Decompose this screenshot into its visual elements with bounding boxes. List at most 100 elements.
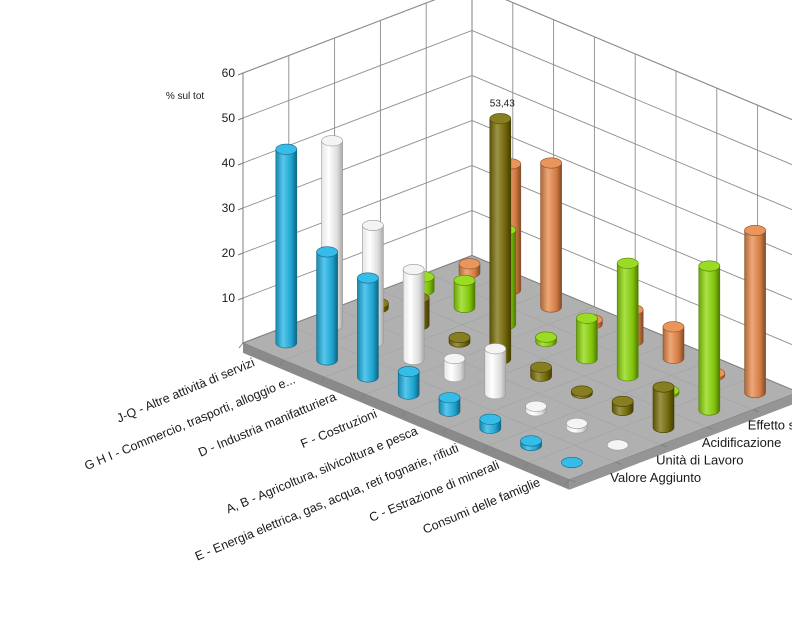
bar-top: [698, 260, 721, 272]
x-tick: [401, 411, 407, 417]
bar-cylinder: [489, 113, 512, 365]
bar-top: [576, 312, 598, 324]
x-tick: [483, 445, 489, 451]
bar-top: [540, 157, 562, 169]
bar-body: [662, 326, 685, 364]
bar-cylinder: [438, 392, 461, 417]
x-tick: [524, 462, 529, 469]
bar-cylinder: [652, 381, 675, 433]
y-tick-30: [237, 207, 244, 211]
bar-top: [397, 366, 420, 378]
data-label: 53,43: [490, 99, 515, 110]
bar-body: [443, 358, 466, 383]
bar-cylinder: [525, 400, 547, 417]
bar-top: [443, 353, 466, 365]
bar-top: [458, 258, 481, 270]
y-tick-60: [237, 72, 244, 76]
x-tick: [238, 342, 244, 349]
bar-top: [535, 331, 557, 343]
bar-body: [275, 149, 298, 349]
bar-cylinder: [479, 413, 502, 434]
bar-cylinder: [443, 353, 466, 383]
bar-top: [525, 400, 547, 412]
bar-top: [448, 331, 471, 343]
bar-body: [316, 251, 338, 366]
bar-cylinder: [561, 456, 583, 468]
bar-top: [530, 361, 552, 373]
x-tick: [361, 393, 366, 400]
bar-top: [453, 274, 476, 286]
bar-cylinder: [458, 258, 481, 279]
y-tick-10: [237, 297, 244, 301]
y-tick-20: [237, 252, 244, 256]
bar-cylinder: [453, 274, 476, 313]
bar-cylinder: [571, 385, 593, 399]
bar-cylinder: [275, 143, 298, 349]
x-tick: [565, 479, 570, 486]
series-label: Valore Aggiunto: [610, 470, 701, 485]
z-tick: [615, 461, 622, 465]
bar-body: [652, 386, 675, 433]
bar-cylinder: [662, 321, 685, 364]
bar-top: [744, 225, 766, 237]
bar-body: [484, 348, 507, 400]
bar-cylinder: [540, 157, 562, 313]
x-tick: [279, 359, 285, 366]
y-tick-40: [237, 162, 244, 166]
bar-body: [357, 277, 379, 383]
gridline-50: [242, 30, 792, 166]
bar-top: [652, 381, 675, 393]
y-tick-label: 50: [222, 111, 236, 125]
bar-top: [316, 246, 338, 258]
z-tick: [660, 444, 668, 448]
x-tick: [442, 428, 448, 434]
bar-top: [438, 392, 461, 404]
y-tick-label: 40: [222, 156, 236, 170]
bar-body: [489, 118, 512, 365]
bar-body: [744, 230, 766, 398]
bar-top: [662, 321, 685, 333]
bar-cylinder: [698, 260, 721, 416]
z-tick: [706, 426, 713, 430]
bar-top: [489, 113, 512, 125]
bar-cylinder: [448, 331, 471, 348]
bar-top: [520, 435, 542, 447]
bar-cylinder: [611, 395, 634, 416]
bar-cylinder: [397, 366, 420, 400]
y-tick-50: [237, 117, 244, 121]
bar-top: [561, 456, 583, 468]
bar-cylinder: [535, 331, 557, 348]
bar-body: [616, 263, 639, 382]
floor-edge-front: [243, 343, 570, 490]
bar-top: [571, 385, 593, 397]
bar-cylinder: [530, 361, 552, 382]
bar-top: [479, 413, 502, 425]
bar-top: [362, 219, 384, 231]
y-axis-title: % sul tot: [166, 91, 205, 102]
floor-edge-right: [569, 394, 792, 490]
gridline-40: [242, 75, 792, 211]
y-tick-label: 60: [222, 66, 236, 80]
category-label: C - Estrazione di minerali: [367, 458, 501, 525]
y-tick-label: 10: [222, 291, 236, 305]
bar-cylinder: [402, 263, 425, 365]
bar-body: [540, 162, 562, 313]
bar-body: [576, 317, 598, 365]
bar-top: [484, 343, 507, 355]
bar-cylinder: [484, 343, 507, 400]
bar-top: [566, 417, 588, 429]
series-label: Effetto serra: [748, 418, 792, 433]
bar-cylinder: [357, 272, 379, 383]
gridline-30: [242, 120, 792, 256]
floor-grid-c-6: [487, 357, 717, 446]
series-label: Acidificazione: [702, 435, 782, 450]
bar-body: [402, 269, 425, 365]
y-tick-label: 30: [222, 201, 236, 215]
bar-cylinder: [520, 435, 542, 451]
category-label: J-Q - Altre attività di servizi: [115, 355, 257, 425]
bar-body: [397, 371, 420, 400]
x-tick: [320, 376, 325, 383]
bar-cylinder: [576, 312, 598, 365]
floor-grid-s-3: [380, 290, 707, 428]
